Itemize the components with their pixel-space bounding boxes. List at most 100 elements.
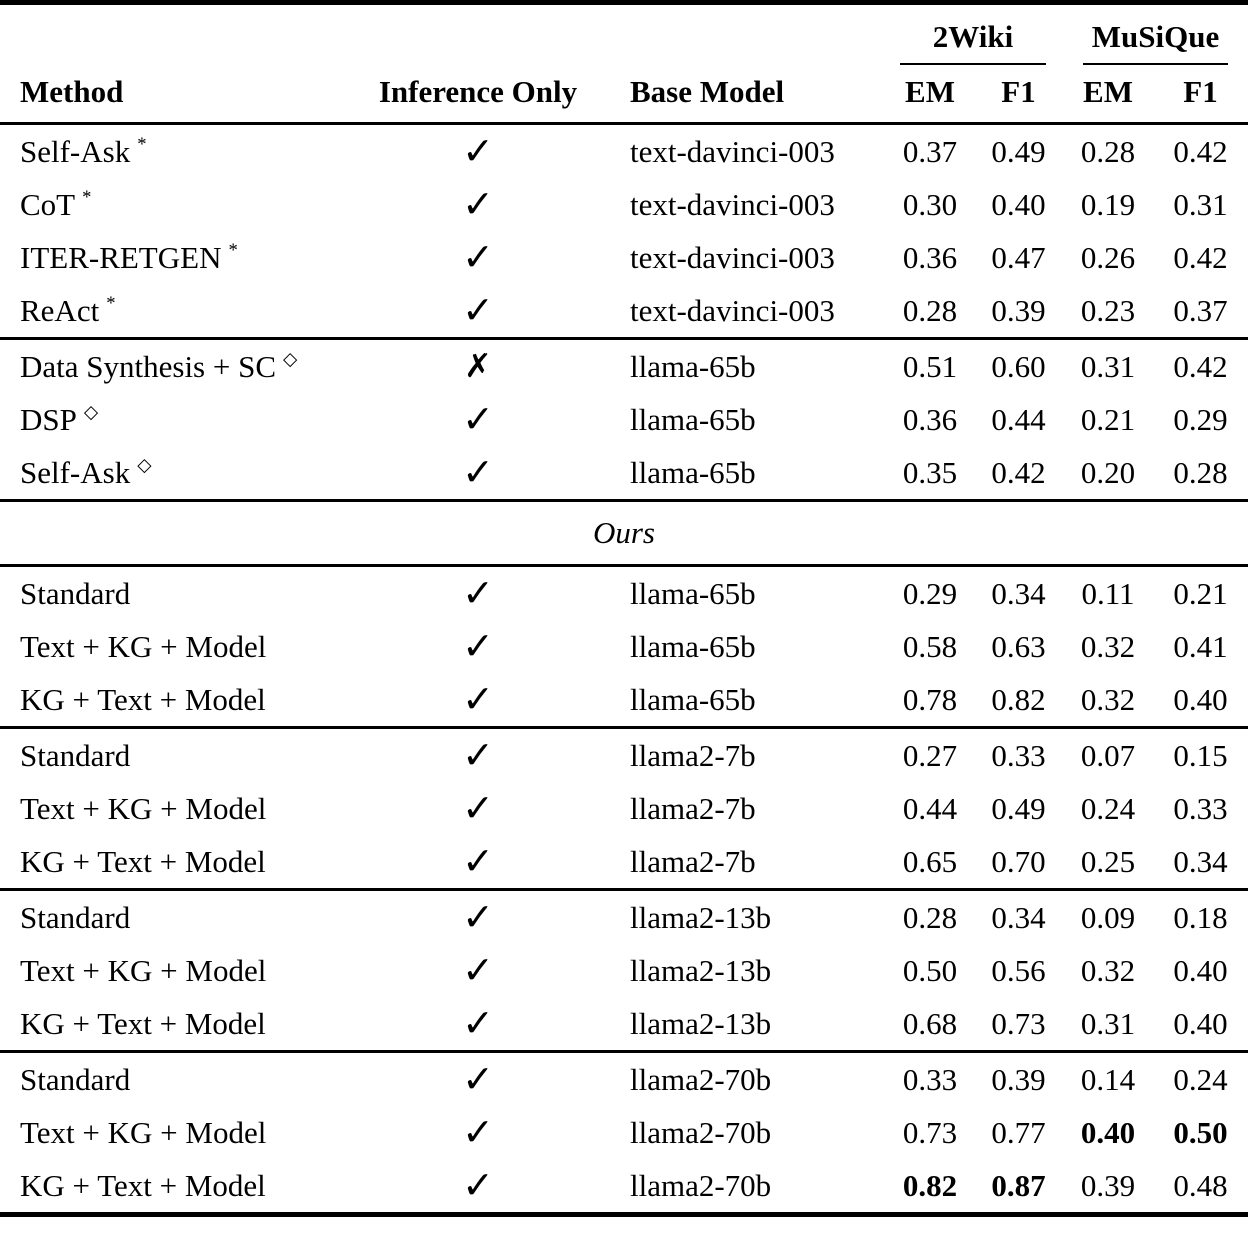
check-icon: ✓: [462, 895, 494, 940]
score-2wiki-f1: 0.42: [991, 454, 1046, 490]
check-icon: ✓: [462, 1163, 494, 1208]
method-name: ReAct: [20, 292, 100, 328]
method-name: CoT: [20, 186, 76, 222]
score-musique-em: 0.14: [1063, 1050, 1153, 1107]
inference-only-cell: ✓: [352, 124, 604, 179]
table-row: KG + Text + Model ✓ llama2-7b 0.65 0.70 0.25 0…: [0, 835, 1248, 890]
check-icon: ✓: [462, 839, 494, 884]
column-header-method: Method: [0, 65, 352, 126]
table-row: Text + KG + Model ✓ llama2-7b 0.44 0.49 0.24 0…: [0, 782, 1248, 835]
inference-only-cell: ✓: [352, 782, 604, 835]
score-musique-em: 0.24: [1080, 790, 1136, 826]
table-row: Standard ✓ llama2-70b 0.33 0.39 0.14 0.24: [0, 1050, 1248, 1107]
score-2wiki-f1: 0.34: [974, 888, 1063, 945]
score-2wiki-em: 0.36: [902, 401, 958, 437]
score-2wiki-em: 0.73: [902, 1114, 958, 1150]
table-row: Text + KG + Model ✓ llama-65b 0.58 0.63 0.32 0…: [0, 620, 1248, 673]
score-musique-em: 0.11: [1063, 564, 1153, 621]
section-label-row: Ours: [0, 499, 1248, 566]
score-musique-f1: 0.31: [1173, 186, 1228, 222]
diamond-superscript-icon: ◇: [83, 402, 99, 424]
score-2wiki-em: 0.51: [886, 337, 974, 394]
check-icon: ✓: [462, 450, 494, 495]
score-2wiki-f1: 0.60: [974, 337, 1063, 394]
method-name: Data Synthesis + SC: [20, 348, 277, 384]
base-model-cell: llama-65b: [604, 337, 886, 394]
method-cell: Data Synthesis + SC ◇: [0, 337, 352, 394]
score-musique-em: 0.20: [1080, 454, 1136, 490]
method-cell: KG + Text + Model: [0, 1159, 352, 1215]
method-cell: KG + Text + Model: [0, 673, 352, 728]
score-2wiki-f1: 0.49: [991, 790, 1046, 826]
table-row: CoT * ✓ text-davinci-003 0.30 0.40 0.19 0.31: [0, 178, 1248, 231]
method-name: KG + Text + Model: [20, 1005, 266, 1041]
check-icon: ✓: [462, 235, 494, 280]
table-row: Standard ✓ llama-65b 0.29 0.34 0.11 0.21: [0, 564, 1248, 621]
method-name: DSP: [20, 401, 77, 437]
method-cell: Standard: [0, 726, 352, 783]
score-musique-f1: 0.18: [1153, 888, 1248, 945]
table-group: Standard ✓ llama2-70b 0.33 0.39 0.14 0.24 Text …: [0, 1050, 1248, 1215]
base-model-cell: llama2-13b: [630, 952, 772, 988]
score-musique-em: 0.39: [1080, 1167, 1136, 1203]
inference-only-cell: ✓: [352, 446, 604, 501]
inference-only-cell: ✓: [352, 231, 604, 284]
check-icon: ✓: [462, 733, 494, 778]
score-2wiki-em: 0.29: [886, 564, 974, 621]
check-icon: ✓: [462, 182, 494, 227]
score-2wiki-f1: 0.40: [991, 186, 1046, 222]
score-2wiki-em: 0.58: [902, 628, 958, 664]
score-musique-f1: 0.28: [1173, 454, 1228, 490]
score-2wiki-em: 0.35: [902, 454, 958, 490]
base-model-cell: llama2-13b: [604, 888, 886, 945]
base-model-cell: llama2-70b: [604, 1050, 886, 1107]
inference-only-cell: ✓: [352, 620, 604, 673]
check-icon: ✓: [462, 677, 494, 722]
dataset-header-2wiki: 2Wiki: [886, 3, 1063, 66]
score-2wiki-em: 0.68: [902, 1005, 958, 1041]
table-group: Standard ✓ llama-65b 0.29 0.34 0.11 0.21 Text +…: [0, 564, 1248, 728]
method-name: Standard: [20, 737, 131, 773]
inference-only-cell: ✓: [352, 1106, 604, 1159]
score-musique-f1: 0.15: [1153, 726, 1248, 783]
method-cell: ITER-RETGEN *: [0, 231, 352, 284]
method-name: ITER-RETGEN: [20, 239, 222, 275]
check-icon: ✓: [462, 948, 494, 993]
diamond-superscript-icon: ◇: [137, 455, 152, 477]
score-musique-em: 0.32: [1080, 628, 1136, 664]
base-model-cell: llama-65b: [630, 628, 756, 664]
score-musique-f1: 0.40: [1173, 1005, 1228, 1041]
score-musique-em: 0.25: [1080, 843, 1136, 879]
dataset-group-header-row: 2Wiki MuSiQue: [0, 3, 1248, 66]
method-name: KG + Text + Model: [20, 1167, 266, 1203]
score-2wiki-f1: 0.70: [991, 843, 1046, 879]
table-row: Self-Ask ◇ ✓ llama-65b 0.35 0.42 0.20 0.28: [0, 446, 1248, 501]
check-icon: ✓: [462, 397, 494, 442]
table-group: Data Synthesis + SC ◇ ✗ llama-65b 0.51 0.60 0.…: [0, 337, 1248, 501]
score-musique-em: 0.32: [1080, 952, 1136, 988]
check-icon: ✓: [462, 786, 494, 831]
inference-only-cell: ✓: [352, 888, 604, 945]
score-2wiki-em: 0.37: [902, 133, 958, 169]
column-header-musique-f1: F1: [1153, 65, 1248, 126]
inference-only-cell: ✓: [352, 564, 604, 621]
inference-only-cell: ✓: [352, 284, 604, 339]
check-icon: ✓: [462, 1057, 494, 1102]
asterisk-superscript-icon: *: [106, 293, 116, 315]
score-2wiki-em: 0.28: [886, 888, 974, 945]
base-model-cell: llama2-7b: [630, 790, 756, 826]
check-icon: ✓: [462, 571, 494, 616]
asterisk-superscript-icon: *: [228, 240, 238, 262]
score-2wiki-f1: 0.73: [991, 1005, 1046, 1041]
inference-only-cell: ✓: [352, 997, 604, 1052]
table-row: Standard ✓ llama2-7b 0.27 0.33 0.07 0.15: [0, 726, 1248, 783]
base-model-cell: text-davinci-003: [630, 292, 835, 328]
method-cell: Text + KG + Model: [0, 620, 352, 673]
table-group: Self-Ask * ✓ text-davinci-003 0.37 0.49 0.28 0.…: [0, 124, 1248, 339]
score-musique-em: 0.23: [1080, 292, 1136, 328]
check-icon: ✓: [462, 288, 494, 333]
column-header-2wiki-em: EM: [886, 65, 974, 126]
asterisk-superscript-icon: *: [137, 134, 147, 156]
method-name: Self-Ask: [20, 133, 131, 169]
